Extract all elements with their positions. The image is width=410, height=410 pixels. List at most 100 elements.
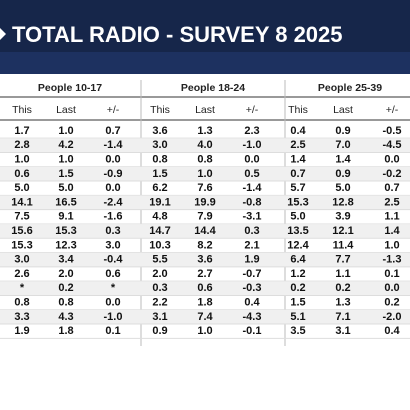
row-shade — [0, 224, 410, 239]
cell: 15.3 — [287, 196, 308, 208]
cell: 14.7 — [149, 225, 170, 237]
column-header: This — [150, 104, 170, 116]
cell: -2.0 — [383, 311, 402, 323]
column-header: +/- — [107, 104, 120, 116]
cell: 0.8 — [152, 154, 167, 166]
cell: 0.6 — [197, 282, 212, 294]
cell: 0.3 — [152, 282, 167, 294]
cell: 14.4 — [194, 225, 216, 237]
row-shade — [0, 138, 410, 153]
group-header: People 25-39 — [318, 82, 382, 94]
cell: 7.0 — [335, 139, 350, 151]
cell: -0.8 — [243, 196, 262, 208]
row-shade — [0, 309, 410, 325]
cell: 2.3 — [244, 125, 259, 137]
cell: -2.4 — [104, 196, 124, 208]
cell: 5.0 — [58, 182, 73, 194]
cell: -1.4 — [243, 182, 263, 194]
cell: 1.0 — [384, 239, 399, 251]
cell: -4.5 — [383, 139, 402, 151]
cell: 0.0 — [384, 282, 399, 294]
cell: 2.5 — [290, 139, 305, 151]
cell: 7.7 — [335, 254, 350, 266]
cell: 3.0 — [14, 254, 29, 266]
cell: -1.3 — [383, 254, 402, 266]
cell: 4.2 — [58, 139, 73, 151]
cell: 13.5 — [287, 225, 308, 237]
cell: 11.4 — [333, 239, 355, 251]
cell: 2.8 — [14, 139, 29, 151]
group-header: People 10-17 — [38, 82, 102, 94]
cell: 3.5 — [290, 325, 305, 337]
cell: 2.2 — [152, 297, 167, 309]
cell: 7.4 — [197, 311, 213, 323]
cell: 1.0 — [58, 154, 73, 166]
cell: 6.2 — [152, 182, 167, 194]
cell: 0.7 — [384, 182, 399, 194]
cell: -3.1 — [243, 211, 262, 223]
cell: 3.1 — [152, 311, 167, 323]
cell: 0.9 — [335, 125, 350, 137]
cell: 0.3 — [244, 225, 259, 237]
row-shade — [0, 166, 410, 182]
cell: 3.1 — [335, 325, 350, 337]
cell: 0.6 — [105, 268, 120, 280]
cell: 19.1 — [149, 196, 170, 208]
cell: 5.1 — [290, 311, 305, 323]
cell: -1.4 — [104, 139, 124, 151]
cell: 0.2 — [290, 282, 305, 294]
cell: 0.1 — [105, 325, 120, 337]
cell: 5.5 — [152, 254, 167, 266]
column-header: +/- — [246, 104, 259, 116]
cell: 3.0 — [152, 139, 167, 151]
cell: 5.0 — [335, 182, 350, 194]
cell: 1.2 — [290, 268, 305, 280]
cell: -1.0 — [104, 311, 123, 323]
cell: 0.8 — [14, 297, 29, 309]
cell: 0.8 — [58, 297, 73, 309]
cell: 1.5 — [290, 297, 305, 309]
cell: 0.5 — [244, 168, 259, 180]
cell: 1.3 — [197, 125, 212, 137]
cell: 1.0 — [197, 325, 212, 337]
cell: 7.9 — [197, 211, 212, 223]
cell: 1.1 — [384, 211, 399, 223]
cell: 9.1 — [58, 211, 73, 223]
cell: 1.4 — [335, 154, 351, 166]
column-header: This — [288, 104, 308, 116]
cell: -0.2 — [383, 168, 402, 180]
cell: 4.3 — [58, 311, 73, 323]
cell: 3.9 — [335, 211, 350, 223]
cell: 6.4 — [290, 254, 306, 266]
cell: 10.3 — [149, 239, 170, 251]
cell: 12.3 — [55, 239, 76, 251]
cell: 1.0 — [197, 168, 212, 180]
cell: 0.4 — [290, 125, 306, 137]
row-shade — [0, 281, 410, 296]
cell: 1.5 — [152, 168, 167, 180]
cell: 15.3 — [11, 239, 32, 251]
cell: 7.6 — [197, 182, 212, 194]
cell: 0.4 — [244, 297, 260, 309]
cell: * — [20, 282, 25, 294]
cell: -0.7 — [243, 268, 262, 280]
cell: 5.7 — [290, 182, 305, 194]
column-header: +/- — [386, 104, 399, 116]
cell: 14.1 — [11, 196, 32, 208]
cell: * — [111, 282, 116, 294]
cell: 1.4 — [384, 225, 400, 237]
cell: 3.6 — [152, 125, 167, 137]
header-arrow — [0, 28, 6, 40]
cell: 2.0 — [58, 268, 73, 280]
cell: 0.0 — [244, 154, 259, 166]
cell: 1.3 — [335, 297, 350, 309]
group-header: People 18-24 — [181, 82, 245, 94]
cell: 16.5 — [55, 196, 76, 208]
cell: 2.5 — [384, 196, 399, 208]
cell: -1.0 — [243, 139, 262, 151]
cell: -0.5 — [383, 125, 402, 137]
cell: 3.6 — [197, 254, 212, 266]
cell: 0.7 — [290, 168, 305, 180]
cell: 3.4 — [58, 254, 74, 266]
